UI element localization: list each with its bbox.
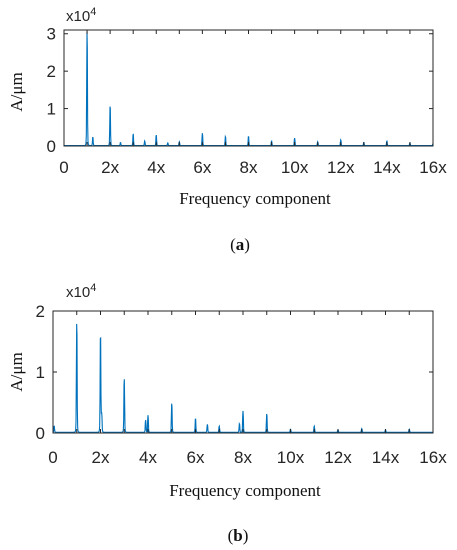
x-tick-label: 8x <box>234 448 252 467</box>
x-tick-label: 0 <box>59 158 68 177</box>
x-tick-label: 6x <box>193 158 211 177</box>
y-tick-label: 1 <box>36 363 45 382</box>
caption-a: (a) <box>230 235 250 254</box>
x-axis-label-a: Frequency component <box>179 189 331 208</box>
y-tick-label: 0 <box>47 137 56 156</box>
x-tick-label: 2x <box>101 158 119 177</box>
y-tick-label: 1 <box>47 100 56 119</box>
caption-b: (b) <box>228 526 249 545</box>
y-ticks-b: 0 1 2 <box>36 302 433 443</box>
y-tick-label: 0 <box>36 424 45 443</box>
y-axis-label-b: A/μm <box>7 352 26 391</box>
y-tick-label: 2 <box>47 62 56 81</box>
x-tick-label: 14x <box>373 158 401 177</box>
x-tick-label: 16x <box>419 158 447 177</box>
exponent-label-b: x104 <box>66 282 96 301</box>
x-tick-label: 12x <box>324 448 352 467</box>
x-tick-label: 4x <box>139 448 157 467</box>
x-tick-label: 2x <box>92 448 110 467</box>
x-tick-label: 16x <box>419 448 447 467</box>
x-tick-label: 10x <box>281 158 309 177</box>
x-ticks-b: 0 2x 4x 6x 8x 10x 12x 14x 16x <box>48 311 447 467</box>
spectrum-line-b <box>52 323 433 433</box>
y-axis-label-a: A/μm <box>7 72 26 111</box>
y-tick-label: 2 <box>36 302 45 321</box>
x-tick-label: 0 <box>48 448 57 467</box>
x-axis-label-b: Frequency component <box>169 481 321 500</box>
x-tick-label: 10x <box>277 448 305 467</box>
x-tick-label: 8x <box>240 158 258 177</box>
x-tick-label: 12x <box>327 158 355 177</box>
axes-a <box>63 29 434 147</box>
panel-b: 0 1 2 0 2x 4x 6x 8x 10x 12x 14x 16x x104 A/μm Freq… <box>7 282 447 545</box>
x-ticks-a: 0 2x 4x 6x 8x 10x 12x 14x 16x <box>59 30 447 177</box>
y-ticks-a: 0 1 2 3 <box>47 25 433 156</box>
spectrum-line-a <box>64 31 434 147</box>
panel-a: 0 1 2 3 0 2x 4x 6x 8x 10x 12x 14x 16x x104 A/μm Fre… <box>7 6 447 254</box>
x-tick-label: 14x <box>372 448 400 467</box>
x-tick-label: 4x <box>147 158 165 177</box>
x-tick-label: 6x <box>187 448 205 467</box>
plot-frame-a <box>63 29 434 147</box>
y-tick-label: 3 <box>47 25 56 44</box>
exponent-label-a: x104 <box>66 6 96 25</box>
